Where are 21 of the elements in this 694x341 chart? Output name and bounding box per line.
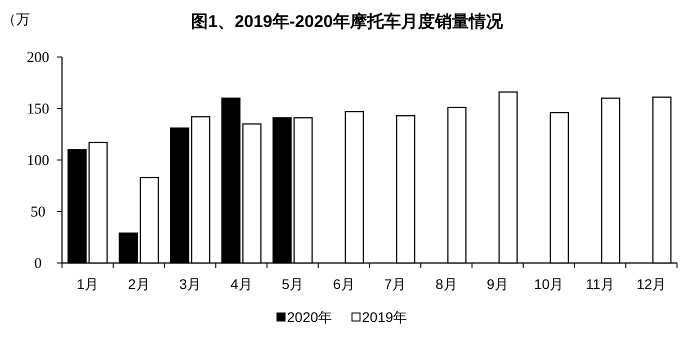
x-tick-label: 4月: [230, 276, 252, 292]
y-tick-label: 150: [26, 102, 50, 118]
x-tick-label: 9月: [486, 276, 509, 292]
x-tick-label: 12月: [636, 276, 666, 292]
legend-label: 2019年: [362, 309, 408, 325]
chart-title: 图1、2019年-2020年摩托车月度销量情况: [191, 12, 504, 31]
y-tick-label: 200: [26, 50, 50, 66]
x-tick-label: 8月: [435, 276, 458, 292]
y-axis-title: （万: [2, 11, 30, 27]
y-tick-label: 0: [34, 256, 42, 272]
x-tick-label: 5月: [282, 276, 304, 292]
y-tick-label: 50: [30, 204, 46, 220]
x-tick-label: 2月: [128, 276, 150, 292]
x-tick-label: 10月: [534, 276, 564, 292]
x-tick-label: 7月: [384, 276, 406, 292]
x-tick-label: 3月: [179, 276, 202, 292]
x-tick-label: 6月: [332, 276, 355, 292]
legend-label: 2020年: [287, 309, 332, 325]
y-tick-label: 100: [26, 153, 50, 169]
x-tick-label: 11月: [586, 276, 614, 292]
x-tick-label: 1月: [76, 276, 99, 292]
